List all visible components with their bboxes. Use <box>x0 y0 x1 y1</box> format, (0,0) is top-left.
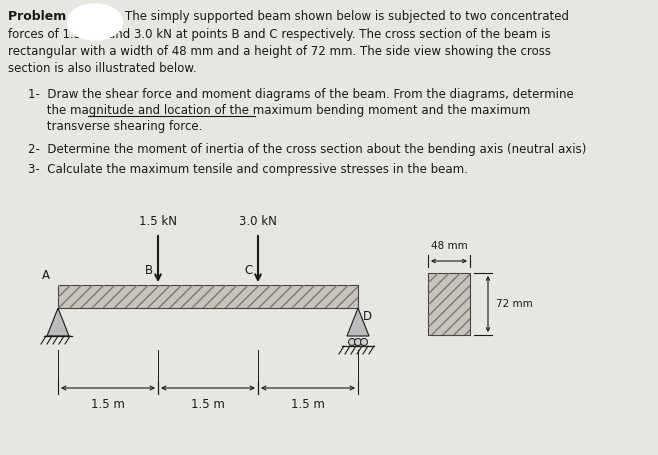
Text: 2-  Determine the moment of inertia of the cross section about the bending axis : 2- Determine the moment of inertia of th… <box>28 143 586 156</box>
Text: B: B <box>145 264 153 277</box>
Text: forces of 1.5 kN  and 3.0 kN at points B and C respectively. The cross section o: forces of 1.5 kN and 3.0 kN at points B … <box>8 28 551 41</box>
Text: A: A <box>42 269 50 282</box>
Text: the magnitude and location of the maximum bending moment and the maximum: the magnitude and location of the maximu… <box>28 104 530 117</box>
Text: 1.5 kN: 1.5 kN <box>139 215 177 228</box>
Bar <box>58 285 358 308</box>
Text: D: D <box>363 310 372 323</box>
Circle shape <box>361 339 368 345</box>
Text: 1.5 m: 1.5 m <box>291 398 325 411</box>
Polygon shape <box>47 308 69 336</box>
Text: 3.0 kN: 3.0 kN <box>239 215 277 228</box>
Text: C: C <box>245 264 253 277</box>
Circle shape <box>349 339 355 345</box>
Polygon shape <box>347 308 369 336</box>
Ellipse shape <box>68 4 122 40</box>
Bar <box>428 273 470 335</box>
Text: Problem 1 (: Problem 1 ( <box>8 10 89 23</box>
Text: 72 mm: 72 mm <box>496 299 533 309</box>
Bar <box>58 285 358 308</box>
Text: 1.5 m: 1.5 m <box>191 398 225 411</box>
Text: 48 mm: 48 mm <box>430 241 467 251</box>
Bar <box>428 273 470 335</box>
Text: 1.5 m: 1.5 m <box>91 398 125 411</box>
Text: rectangular with a width of 48 mm and a height of 72 mm. The side view showing t: rectangular with a width of 48 mm and a … <box>8 45 551 58</box>
Text: 1-  Draw the shear force and moment diagrams of the beam. From the diagrams, det: 1- Draw the shear force and moment diagr… <box>28 88 574 101</box>
Text: The simply supported beam shown below is subjected to two concentrated: The simply supported beam shown below is… <box>125 10 569 23</box>
Text: transverse shearing force.: transverse shearing force. <box>28 120 203 133</box>
Text: 3-  Calculate the maximum tensile and compressive stresses in the beam.: 3- Calculate the maximum tensile and com… <box>28 163 468 176</box>
Text: section is also illustrated below.: section is also illustrated below. <box>8 62 197 75</box>
Circle shape <box>355 339 361 345</box>
